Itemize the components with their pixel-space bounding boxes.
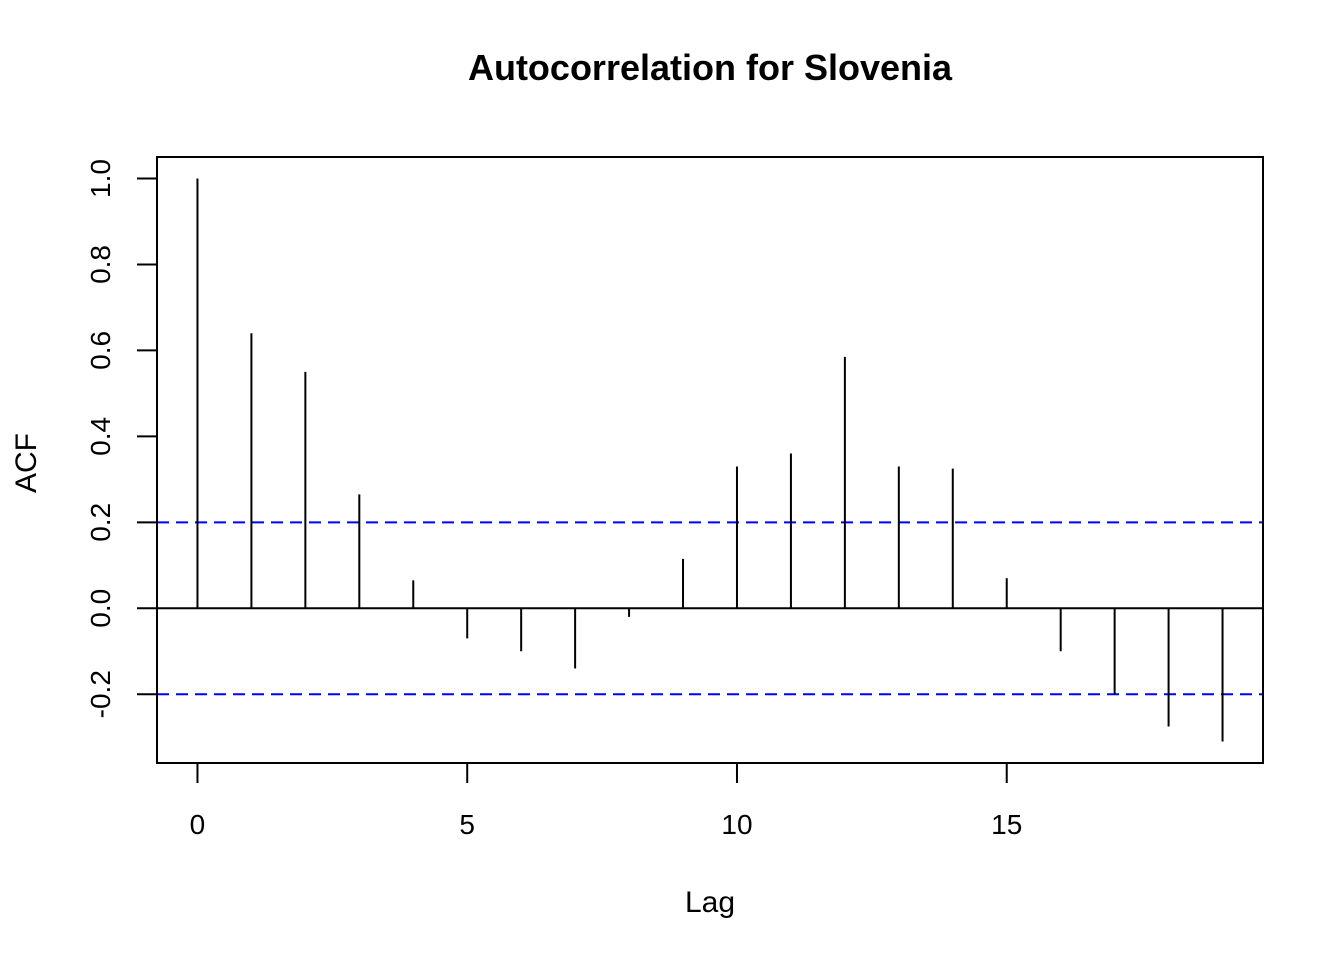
acf-spikes — [196, 178, 1224, 742]
x-axis-label: Lag — [685, 886, 735, 919]
y-axis-label: ACF — [10, 433, 43, 493]
plot-frame — [156, 156, 1264, 764]
y-tick-label: 0.4 — [85, 417, 116, 456]
y-tick-label: 0.0 — [85, 589, 116, 628]
x-tick-label: 10 — [721, 809, 752, 840]
y-tick-label: 0.2 — [85, 503, 116, 542]
confidence-bounds — [157, 521, 1263, 696]
x-tick-label: 0 — [190, 809, 206, 840]
y-tick-label: -0.2 — [85, 670, 116, 718]
y-tick-label: 0.6 — [85, 331, 116, 370]
y-tick-label: 0.8 — [85, 245, 116, 284]
x-tick-label: 5 — [459, 809, 475, 840]
x-tick-label: 15 — [991, 809, 1022, 840]
y-axis: -0.2 0.0 0.2 0.4 0.6 0.8 1.0 — [85, 159, 158, 718]
plot-area — [156, 156, 1264, 764]
x-axis: 0 5 10 15 — [190, 762, 1022, 840]
y-tick-label: 1.0 — [85, 159, 116, 198]
chart-title: Autocorrelation for Slovenia — [468, 47, 953, 88]
